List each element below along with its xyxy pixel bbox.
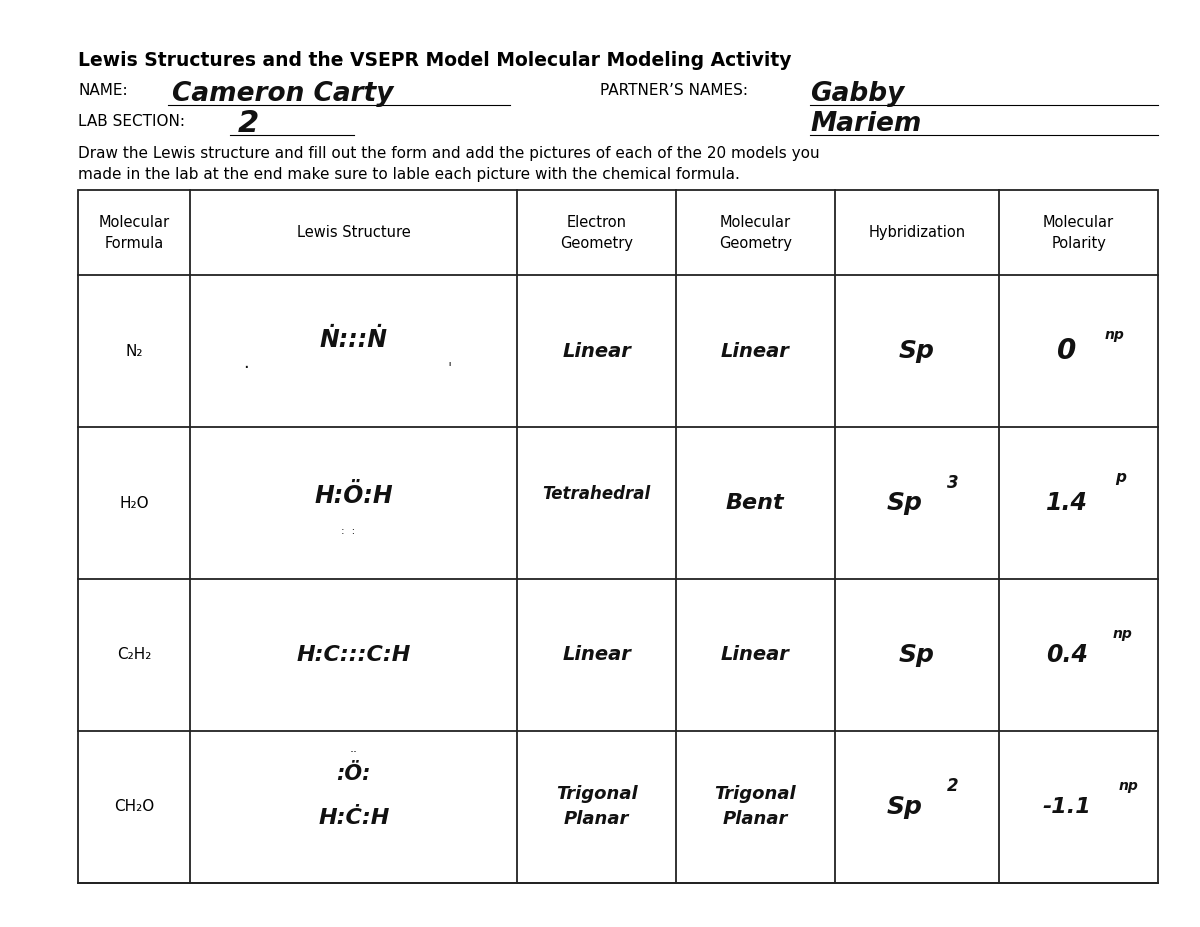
Text: np: np <box>1112 628 1132 641</box>
Text: 1.4: 1.4 <box>1045 491 1087 515</box>
Text: Lewis Structure: Lewis Structure <box>296 225 410 240</box>
Text: -1.1: -1.1 <box>1043 796 1091 817</box>
Text: :Ö:: :Ö: <box>336 764 371 784</box>
Text: PARTNER’S NAMES:: PARTNER’S NAMES: <box>600 83 748 98</box>
Text: N₂: N₂ <box>125 344 143 359</box>
Text: Trigonal
Planar: Trigonal Planar <box>556 785 637 828</box>
Text: Gabby: Gabby <box>810 81 905 107</box>
Text: Mariem: Mariem <box>810 111 922 137</box>
Text: Ṅ:::Ṅ: Ṅ:::Ṅ <box>319 328 388 352</box>
Text: Tetrahedral: Tetrahedral <box>542 485 650 502</box>
Text: made in the lab at the end make sure to lable each picture with the chemical for: made in the lab at the end make sure to … <box>78 167 740 182</box>
Text: 0: 0 <box>1057 337 1076 365</box>
Text: 3: 3 <box>947 474 959 491</box>
Text: Molecular
Formula: Molecular Formula <box>98 215 169 250</box>
Text: Trigonal
Planar: Trigonal Planar <box>714 785 796 828</box>
Text: 2: 2 <box>238 109 259 138</box>
Text: Linear: Linear <box>563 645 631 665</box>
Text: np: np <box>1118 780 1138 794</box>
Text: Molecular
Geometry: Molecular Geometry <box>719 215 792 250</box>
Text: 0.4: 0.4 <box>1045 642 1087 667</box>
Text: np: np <box>1105 327 1124 341</box>
Text: Electron
Geometry: Electron Geometry <box>560 215 634 250</box>
Text: Sp: Sp <box>899 642 935 667</box>
Text: Hybridization: Hybridization <box>869 225 966 240</box>
Text: H₂O: H₂O <box>119 496 149 511</box>
Text: Linear: Linear <box>721 645 790 665</box>
Text: ·: · <box>242 359 248 377</box>
Text: C₂H₂: C₂H₂ <box>116 647 151 662</box>
Text: ··: ·· <box>349 746 358 759</box>
Text: NAME:: NAME: <box>78 83 127 98</box>
Text: Sp: Sp <box>887 491 923 515</box>
Text: Sp: Sp <box>887 794 923 819</box>
Text: Sp: Sp <box>899 339 935 363</box>
Text: Draw the Lewis structure and fill out the form and add the pictures of each of t: Draw the Lewis structure and fill out th… <box>78 146 820 161</box>
Text: LAB SECTION:: LAB SECTION: <box>78 114 185 129</box>
Text: Cameron Carty: Cameron Carty <box>172 81 394 107</box>
Text: Linear: Linear <box>721 342 790 361</box>
Text: Bent: Bent <box>726 493 785 513</box>
Text: CH₂O: CH₂O <box>114 799 155 814</box>
Text: H:Ċ:H: H:Ċ:H <box>318 807 390 828</box>
Text: p: p <box>1115 470 1126 485</box>
Text: :  :: : : <box>341 526 355 536</box>
Text: 2: 2 <box>947 777 959 795</box>
Text: H:Ö:H: H:Ö:H <box>314 484 394 508</box>
Text: Linear: Linear <box>563 342 631 361</box>
Text: ˈ: ˈ <box>448 362 452 377</box>
Bar <box>78 190 1158 883</box>
Text: Molecular
Polarity: Molecular Polarity <box>1043 215 1115 250</box>
Text: H:C:::C:H: H:C:::C:H <box>296 645 410 665</box>
Text: Lewis Structures and the VSEPR Model Molecular Modeling Activity: Lewis Structures and the VSEPR Model Mol… <box>78 51 792 70</box>
